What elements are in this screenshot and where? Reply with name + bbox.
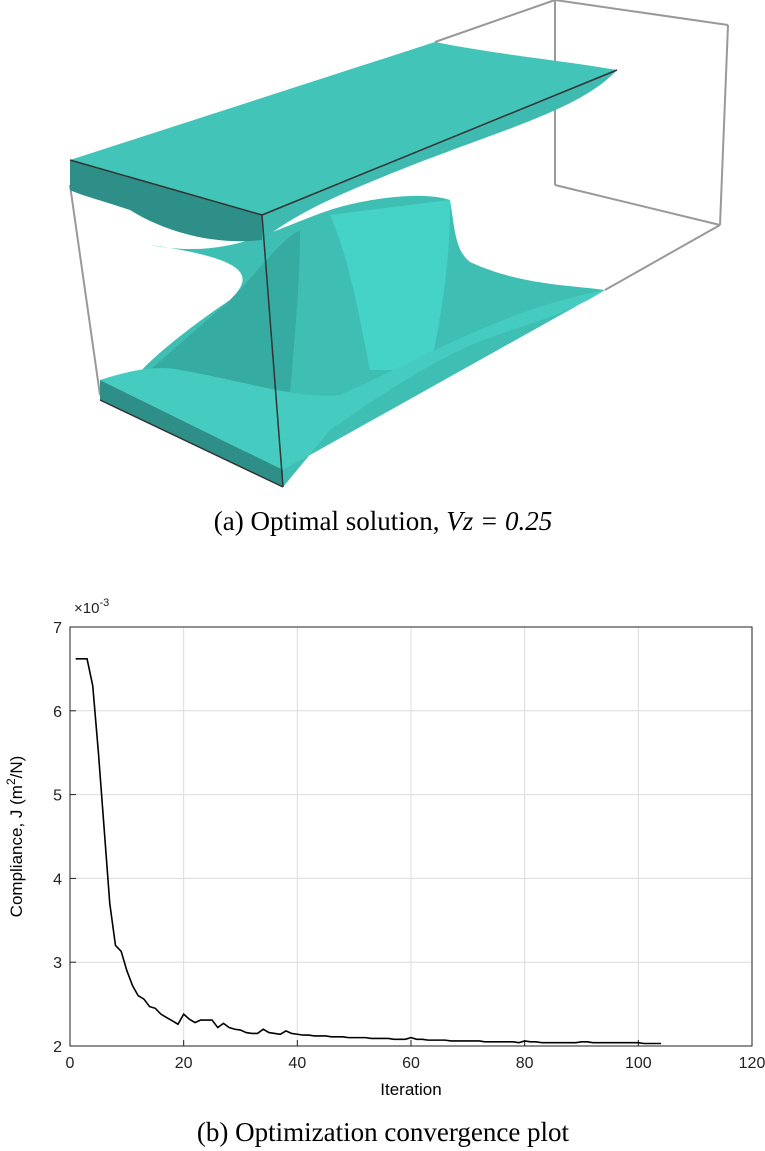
x-tick-label: 120	[739, 1055, 765, 1072]
x-tick-label: 0	[66, 1055, 75, 1072]
x-tick-label: 60	[402, 1055, 420, 1072]
bottom-top	[100, 290, 605, 470]
chart: 0 20 40 60 80 100 120 2 3 4 5 6 7 ×10-3 Iteration Compl…	[4, 597, 765, 1147]
x-axis-label: Iteration	[380, 1080, 441, 1099]
caption-b: (b) Optimization convergence plot	[197, 1117, 570, 1147]
y-tick-label: 2	[53, 1039, 62, 1056]
axes-box	[69, 626, 753, 1047]
column-light	[330, 200, 450, 370]
bottom-front	[100, 380, 283, 487]
y-axis-label: Compliance, J (m2/N)	[4, 756, 26, 918]
y-label-sup: 2	[4, 778, 18, 785]
x-tick-label: 20	[175, 1055, 193, 1072]
y-label-text: Compliance, J (m	[7, 785, 26, 917]
caption-a: (a) Optimal solution, Vz = 0.25	[214, 506, 552, 536]
top-face	[70, 42, 617, 215]
multiplier-exponent: -3	[99, 597, 109, 609]
x-tick-label: 100	[625, 1055, 652, 1072]
x-tick-label: 80	[516, 1055, 534, 1072]
top-front	[70, 160, 262, 242]
render-3d	[69, 0, 729, 488]
x-tick-label: 40	[288, 1055, 306, 1072]
y-tick-label: 7	[53, 620, 62, 637]
y-tick-label: 4	[53, 871, 62, 888]
y-multiplier: ×10-3	[74, 597, 109, 617]
y-tick-label: 3	[53, 955, 62, 972]
caption-text: (a) Optimal solution,	[214, 506, 446, 536]
top-side	[262, 70, 617, 240]
y-tick-label: 5	[53, 788, 62, 805]
caption-math: Vz = 0.25	[446, 506, 552, 536]
y-label-text: /N)	[7, 756, 26, 779]
y-tick-label: 6	[53, 704, 62, 721]
multiplier-base: ×10	[74, 600, 99, 617]
data-line	[75, 658, 662, 1045]
